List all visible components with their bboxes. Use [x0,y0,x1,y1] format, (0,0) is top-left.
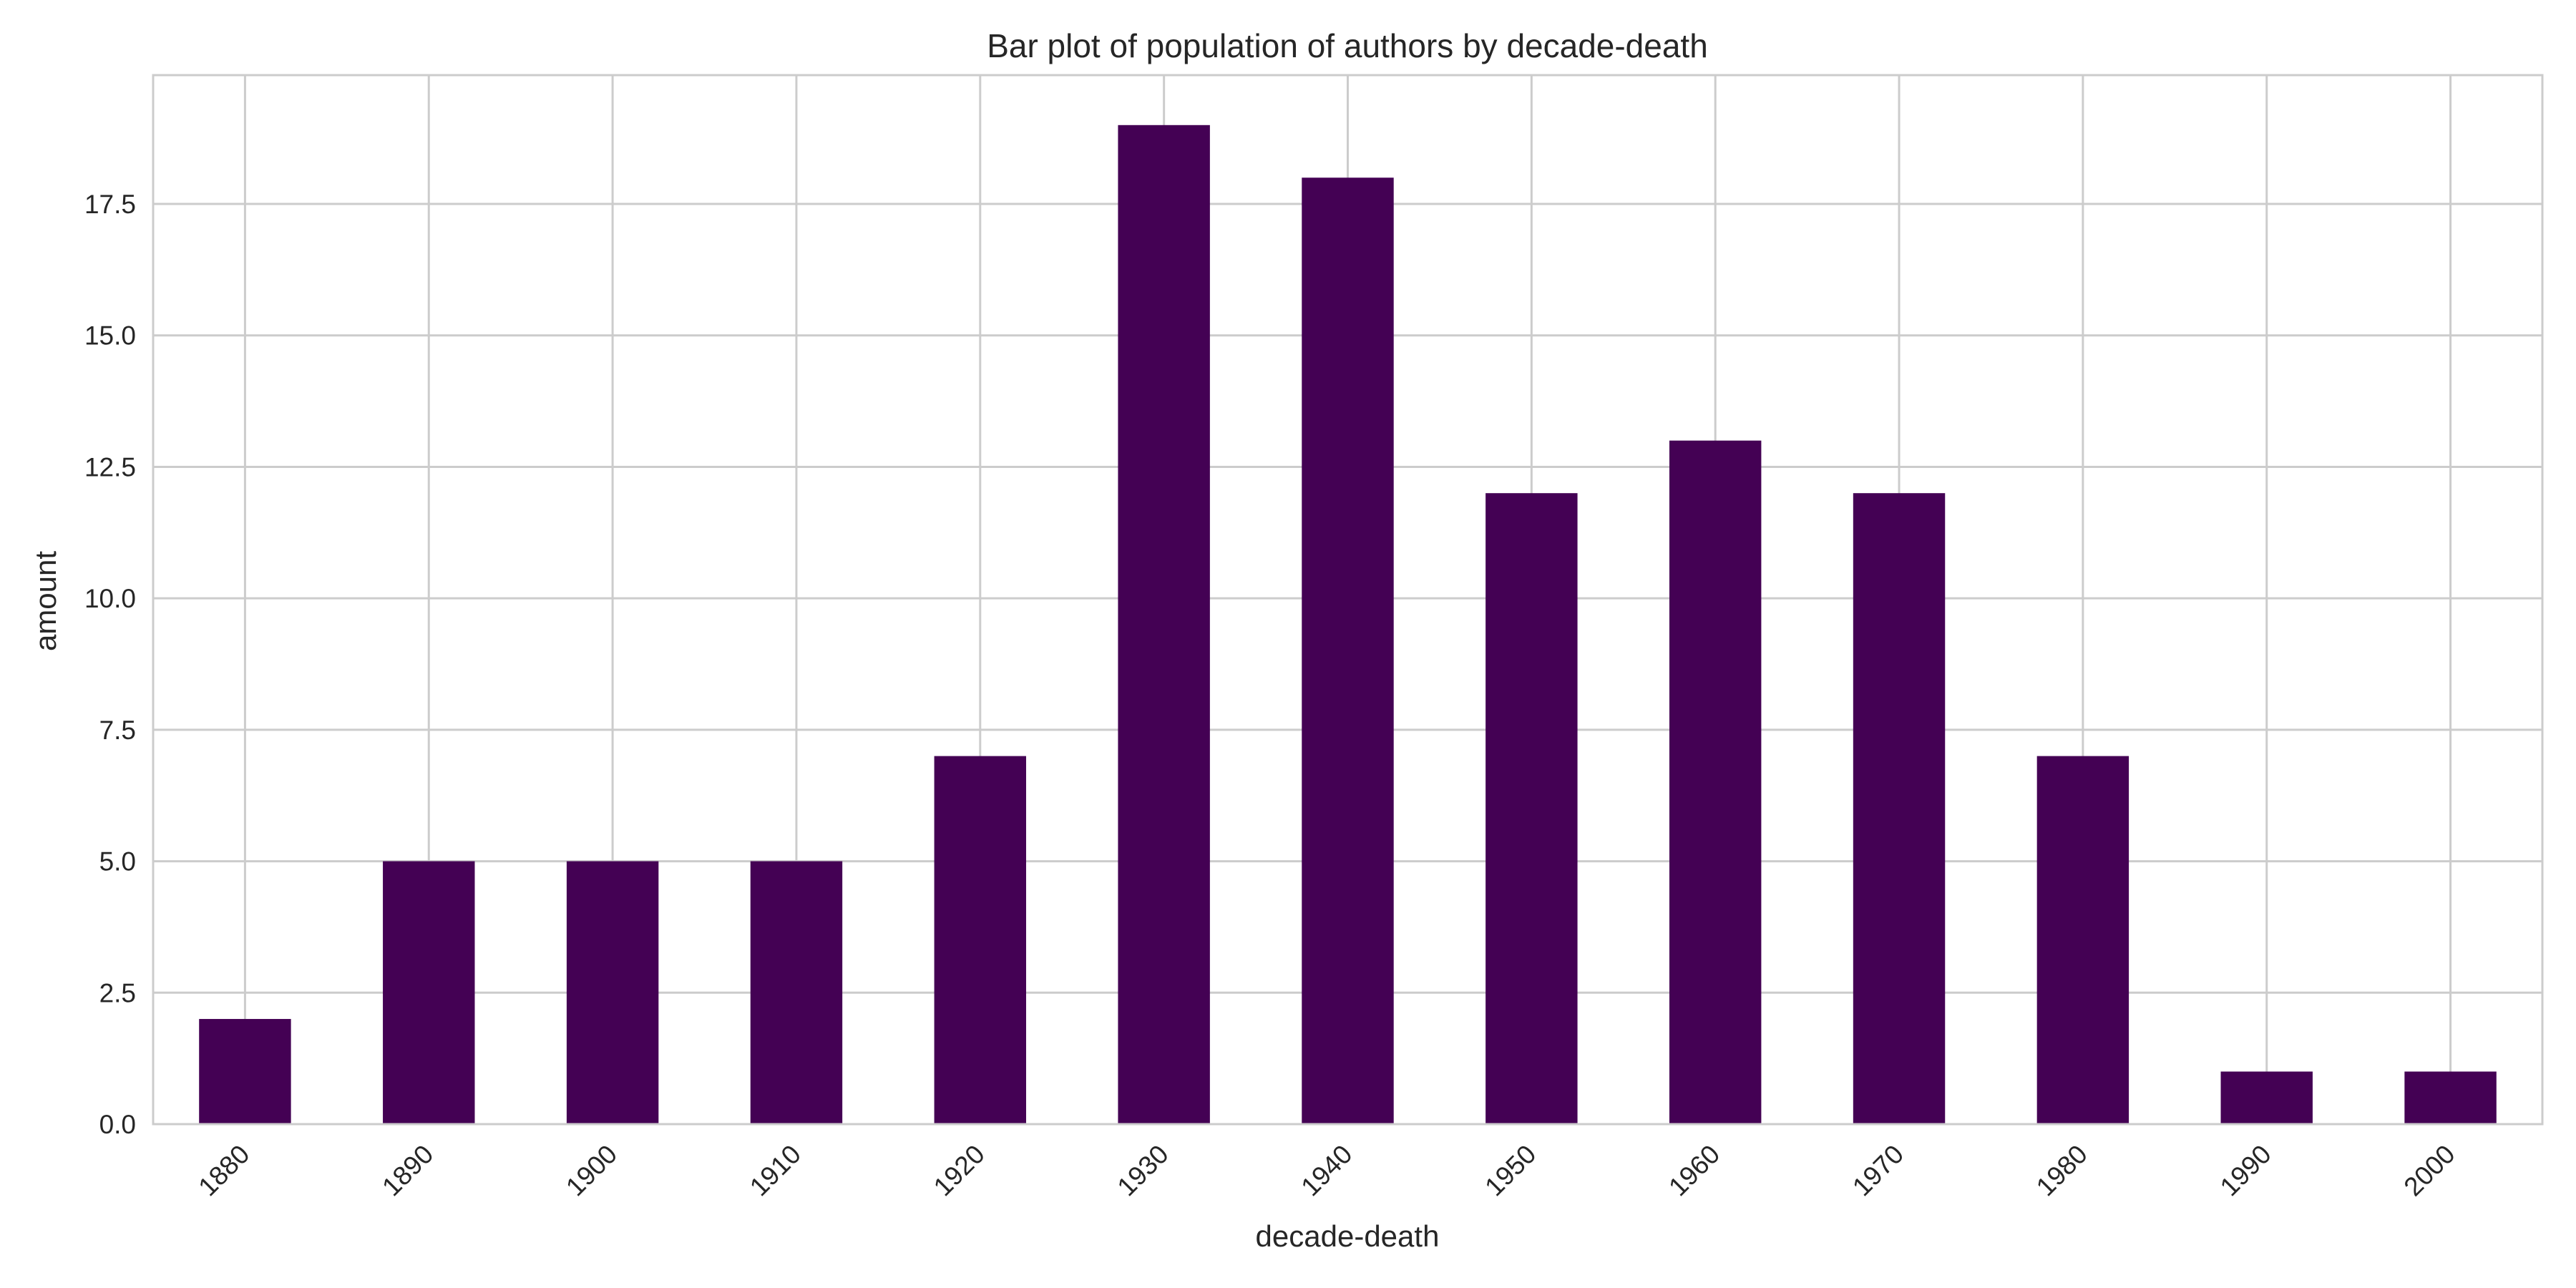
bar-1900 [566,861,659,1124]
y-tick-label: 17.5 [84,190,136,219]
bar-1950 [1485,493,1578,1124]
y-tick-label: 7.5 [99,716,136,745]
y-tick-label: 0.0 [99,1110,136,1139]
bar-1910 [750,861,843,1124]
bar-1990 [2220,1071,2313,1124]
bar-1940 [1302,177,1394,1125]
y-tick-label: 10.0 [84,584,136,613]
bars [199,125,2497,1125]
y-axis-ticks: 0.0 2.5 5.0 7.5 10.0 12.5 15.0 17.5 [84,190,136,1139]
y-tick-label: 15.0 [84,321,136,351]
bar-1880 [199,1019,291,1124]
bar-1920 [934,756,1027,1124]
x-axis-label: decade-death [1256,1219,1440,1253]
y-tick-label: 5.0 [99,847,136,877]
bar-1980 [2036,756,2129,1124]
bar-1970 [1853,493,1946,1124]
y-tick-label: 12.5 [84,452,136,482]
chart-title: Bar plot of population of authors by dec… [987,27,1708,64]
y-tick-label: 2.5 [99,978,136,1008]
y-axis-label: amount [29,551,62,651]
plot-frame [152,74,2544,1126]
bar-2000 [2404,1071,2497,1124]
bar-1930 [1118,125,1210,1124]
bar-1960 [1669,440,1762,1124]
bar-1890 [383,861,475,1124]
